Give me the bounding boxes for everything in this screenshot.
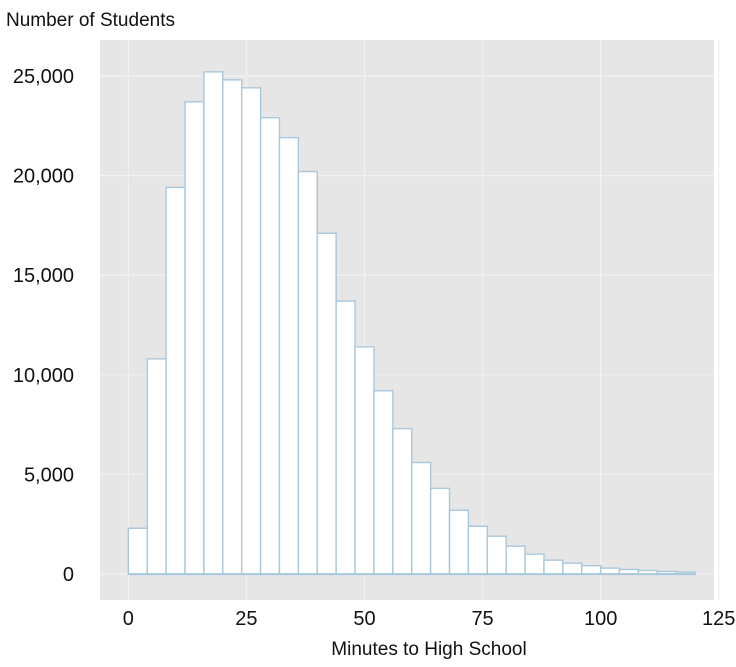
histogram-bar	[467, 525, 488, 575]
histogram-bar	[581, 565, 602, 575]
histogram-bar	[448, 509, 470, 575]
x-tick-label: 75	[471, 608, 493, 630]
y-tick-label: 15,000	[13, 265, 74, 287]
histogram-bar	[373, 390, 394, 575]
histogram-bar	[203, 71, 224, 575]
x-tick-label: 0	[123, 608, 134, 630]
histogram-bar	[165, 186, 186, 575]
histogram-bar	[259, 117, 281, 575]
histogram-bar	[240, 87, 262, 575]
x-axis-ticks: 0 25 50 75 100 125	[123, 608, 736, 630]
x-tick-label: 25	[235, 608, 257, 630]
y-axis-title: Number of Students	[6, 10, 175, 31]
histogram-bar	[392, 427, 413, 575]
histogram-bar	[335, 300, 356, 575]
histogram-bar	[505, 545, 526, 575]
y-tick-label: 25,000	[13, 66, 74, 88]
x-tick-label: 50	[353, 608, 375, 630]
histogram-bar	[524, 553, 545, 575]
histogram-bar	[278, 136, 300, 575]
histogram-bar	[543, 559, 564, 575]
x-tick-label: 125	[702, 608, 735, 630]
histogram-bar	[297, 170, 318, 575]
histogram-bar	[429, 487, 451, 575]
y-tick-label: 10,000	[13, 365, 74, 387]
histogram-bar	[146, 358, 167, 575]
y-axis-ticks: 0 5,000 10,000 15,000 20,000 25,000	[13, 66, 74, 586]
y-tick-label: 0	[63, 564, 74, 586]
histogram-bar	[354, 346, 375, 575]
x-tick-label: 100	[584, 608, 617, 630]
histogram-bar	[316, 232, 337, 575]
histogram-bar	[184, 101, 205, 575]
histogram-bar	[127, 527, 148, 575]
histogram-bar	[222, 79, 243, 575]
x-axis-title: Minutes to High School	[331, 639, 526, 660]
y-tick-label: 20,000	[13, 166, 74, 188]
histogram-bar	[486, 535, 507, 575]
histogram-bar	[411, 461, 432, 575]
y-tick-label: 5,000	[24, 464, 74, 486]
histogram-bar	[562, 562, 583, 575]
